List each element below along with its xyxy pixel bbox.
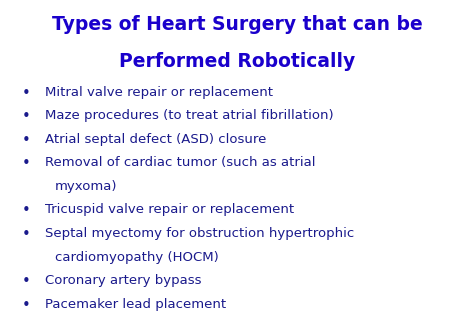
Text: cardiomyopathy (HOCM): cardiomyopathy (HOCM)	[55, 251, 218, 264]
Text: •: •	[21, 298, 30, 313]
Text: Atrial septal defect (ASD) closure: Atrial septal defect (ASD) closure	[45, 133, 266, 146]
Text: myxoma): myxoma)	[55, 180, 117, 193]
Text: •: •	[21, 109, 30, 124]
Text: Types of Heart Surgery that can be: Types of Heart Surgery that can be	[52, 15, 422, 34]
Text: Coronary artery bypass: Coronary artery bypass	[45, 274, 201, 287]
Text: •: •	[21, 156, 30, 171]
Text: Septal myectomy for obstruction hypertrophic: Septal myectomy for obstruction hypertro…	[45, 227, 354, 240]
Text: Performed Robotically: Performed Robotically	[119, 52, 355, 71]
Text: Maze procedures (to treat atrial fibrillation): Maze procedures (to treat atrial fibrill…	[45, 109, 334, 122]
Text: •: •	[21, 133, 30, 148]
Text: Removal of cardiac tumor (such as atrial: Removal of cardiac tumor (such as atrial	[45, 156, 316, 169]
Text: •: •	[21, 274, 30, 289]
Text: •: •	[21, 203, 30, 218]
Text: •: •	[21, 227, 30, 242]
Text: •: •	[21, 86, 30, 100]
Text: Tricuspid valve repair or replacement: Tricuspid valve repair or replacement	[45, 203, 294, 216]
Text: Pacemaker lead placement: Pacemaker lead placement	[45, 298, 226, 311]
Text: Mitral valve repair or replacement: Mitral valve repair or replacement	[45, 86, 273, 99]
